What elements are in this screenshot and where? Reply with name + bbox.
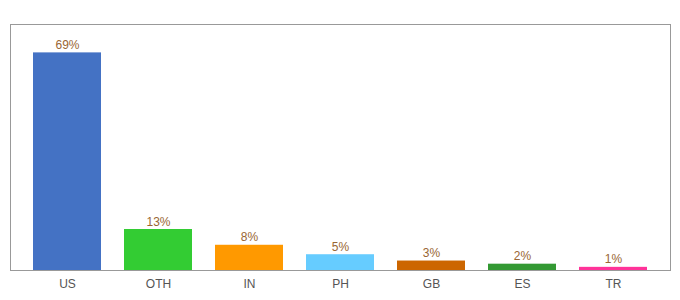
svg-text:IN: IN (244, 277, 256, 291)
svg-text:GB: GB (423, 277, 440, 291)
svg-text:69%: 69% (55, 38, 79, 52)
svg-text:8%: 8% (241, 230, 259, 244)
svg-text:1%: 1% (605, 252, 623, 266)
svg-text:2%: 2% (514, 249, 532, 263)
svg-text:3%: 3% (423, 246, 441, 260)
svg-text:PH: PH (332, 277, 349, 291)
svg-text:5%: 5% (332, 240, 350, 254)
svg-text:ES: ES (514, 277, 530, 291)
svg-text:US: US (59, 277, 76, 291)
svg-text:OTH: OTH (146, 277, 171, 291)
svg-text:13%: 13% (146, 215, 170, 229)
svg-text:TR: TR (606, 277, 622, 291)
